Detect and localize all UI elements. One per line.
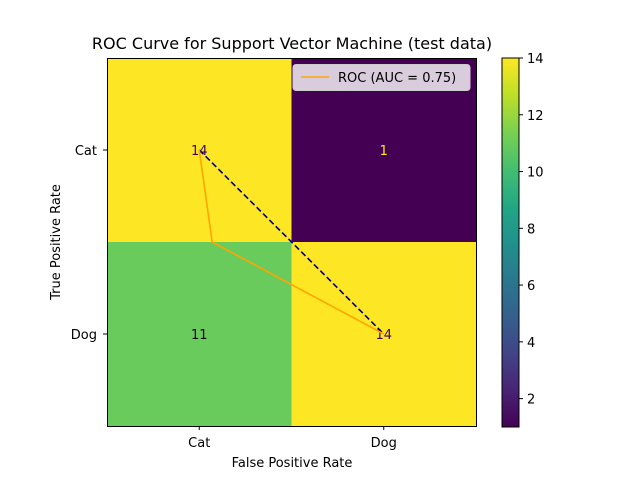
colorbar-tick-label: 12 [527,109,544,124]
diagonal-reference-line [198,149,385,335]
colorbar-tick-label: 10 [527,166,544,181]
x-tick-label: Dog [371,436,397,451]
legend: ROC (AUC = 0.75) [292,64,471,91]
colorbar-tick-label: 2 [527,393,535,408]
cell-value-label: 1 [380,144,388,159]
y-axis-ticks: Cat Dog [71,144,107,343]
plot-frame [107,58,477,427]
x-axis-ticks: Cat Dog [188,426,397,451]
y-tick-label: Cat [75,144,97,159]
x-tick-label: Cat [188,436,210,451]
heatmap-cell [107,242,292,427]
chart-title: ROC Curve for Support Vector Machine (te… [92,34,492,53]
colorbar-ticks: 2 4 6 8 10 12 14 [519,52,544,408]
colorbar: 2 4 6 8 10 12 14 [501,52,544,428]
y-axis-label: True Positive Rate [49,184,64,301]
legend-label-roc: ROC (AUC = 0.75) [338,71,456,86]
colorbar-tick-label: 14 [527,52,544,67]
colorbar-gradient [501,57,520,428]
legend-box [292,64,471,91]
colorbar-tick-label: 8 [527,222,535,237]
cell-value-label: 11 [191,328,208,343]
x-axis-label: False Positive Rate [232,456,353,471]
plot-lines [198,149,385,335]
colorbar-tick-label: 6 [527,279,535,294]
y-tick-label: Dog [71,328,97,343]
colorbar-tick-label: 4 [527,336,535,351]
roc-curve-line [198,149,385,335]
